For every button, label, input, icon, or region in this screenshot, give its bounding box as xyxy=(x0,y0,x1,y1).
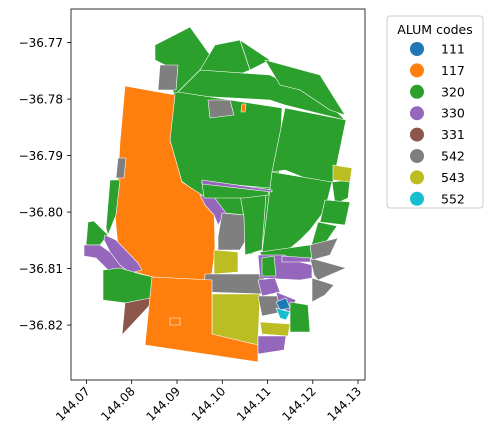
parcel-320 xyxy=(105,179,121,236)
parcel-543 xyxy=(259,321,291,337)
parcel-320 xyxy=(264,59,346,116)
y-tick-label: −36.77 xyxy=(19,36,63,50)
legend-marker-117 xyxy=(410,63,424,78)
parcel-320 xyxy=(289,301,311,333)
legend-label-117: 117 xyxy=(441,63,465,78)
y-tick-label: −36.82 xyxy=(19,319,63,333)
parcel-320 xyxy=(239,39,271,71)
parcel-543 xyxy=(213,249,239,275)
parcel-542 xyxy=(217,212,247,251)
parcel-543 xyxy=(332,164,353,183)
x-tick-label: 144.10 xyxy=(189,384,229,424)
parcel-320 xyxy=(331,179,351,205)
x-tick-label: 144.08 xyxy=(98,384,138,424)
legend-marker-111 xyxy=(410,42,424,56)
parcel-330 xyxy=(201,179,273,193)
legend-marker-331 xyxy=(410,127,424,142)
y-tick-label: −36.79 xyxy=(19,149,63,163)
x-tick-label: 144.09 xyxy=(144,384,184,424)
legend-label-552: 552 xyxy=(441,191,465,206)
parcel-552 xyxy=(275,307,291,321)
legend-label-543: 543 xyxy=(441,170,465,185)
x-tick-label: 144.13 xyxy=(325,384,365,424)
parcel-117 xyxy=(169,317,181,326)
parcel-117 xyxy=(240,103,247,113)
parcel-542 xyxy=(203,273,266,295)
legend-marker-320 xyxy=(410,84,424,99)
legend-marker-552 xyxy=(410,191,424,206)
y-axis-ticks: −36.77 −36.78 −36.79 −36.80 −36.81 −36.82 xyxy=(19,36,71,333)
x-tick-label: 144.11 xyxy=(234,384,274,424)
legend-label-330: 330 xyxy=(441,106,465,121)
legend-box xyxy=(386,15,484,209)
parcel-542 xyxy=(309,257,347,281)
legend-marker-542 xyxy=(410,149,424,163)
parcel-542 xyxy=(309,237,339,261)
parcel-330 xyxy=(257,335,287,355)
legend-label-111: 111 xyxy=(441,42,465,57)
parcel-320 xyxy=(319,199,351,226)
parcel-330 xyxy=(257,277,281,297)
plot-frame xyxy=(70,8,366,381)
parcel-542 xyxy=(157,64,179,91)
x-tick-label: 144.07 xyxy=(53,384,93,424)
legend-label-331: 331 xyxy=(441,127,465,142)
map-parcels xyxy=(83,26,353,363)
y-tick-label: −36.80 xyxy=(19,206,63,220)
parcel-331 xyxy=(121,297,151,336)
parcel-542 xyxy=(207,99,235,119)
x-tick-label: 144.12 xyxy=(279,384,319,424)
x-axis-ticks: 144.07 144.08 144.09 144.10 144.11 144.12 144.… xyxy=(53,380,364,424)
legend-label-320: 320 xyxy=(441,84,465,99)
legend-label-542: 542 xyxy=(441,149,465,164)
parcel-542 xyxy=(311,277,335,303)
legend-title: ALUM codes xyxy=(397,22,472,37)
y-tick-label: −36.81 xyxy=(19,262,63,276)
parcel-320 xyxy=(261,255,277,277)
legend-marker-330 xyxy=(410,106,424,121)
parcel-542 xyxy=(115,157,127,179)
y-tick-label: −36.78 xyxy=(19,93,63,107)
legend: ALUM codes 111 117 320 330 331 542 543 552 xyxy=(386,15,484,209)
legend-marker-543 xyxy=(410,170,424,185)
